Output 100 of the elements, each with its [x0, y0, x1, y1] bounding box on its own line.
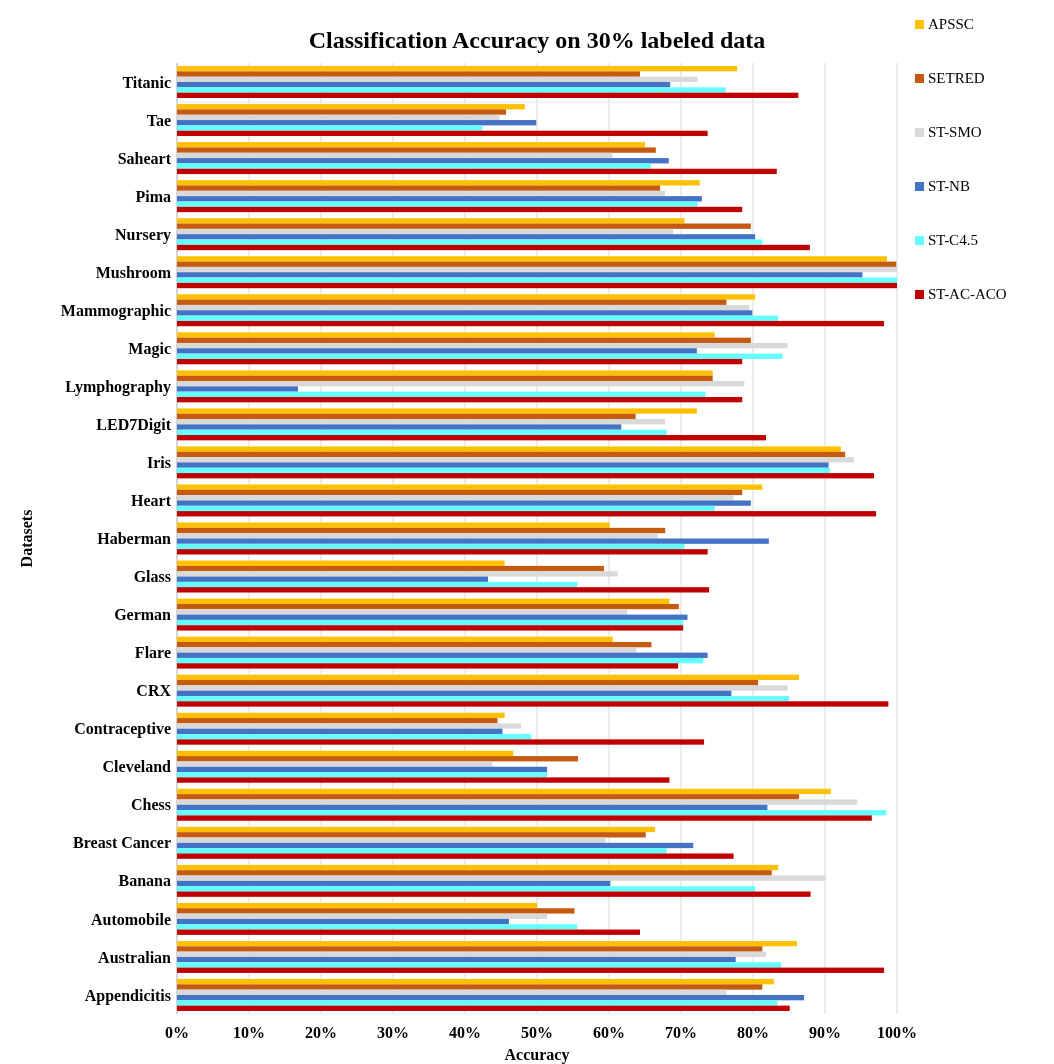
y-tick-label: Magic	[128, 339, 171, 358]
bar	[177, 495, 734, 501]
x-tick-label: 70%	[665, 1024, 697, 1041]
bar	[177, 467, 831, 474]
bar	[177, 842, 694, 849]
bar	[177, 168, 777, 175]
bar	[177, 641, 652, 648]
bar	[177, 114, 500, 121]
bar	[177, 457, 854, 463]
bar	[177, 581, 578, 588]
bar	[177, 766, 548, 773]
x-tick-label: 100%	[877, 1024, 917, 1041]
bar	[177, 473, 874, 479]
bar	[177, 125, 483, 131]
bar	[177, 358, 743, 365]
bar	[177, 690, 732, 696]
x-tick-label: 0%	[165, 1024, 189, 1041]
legend-label: ST-AC-ACO	[928, 286, 1007, 302]
y-tick-label: Banana	[118, 872, 171, 890]
x-tick-label: 80%	[737, 1024, 769, 1041]
bar	[177, 864, 779, 871]
bar	[177, 71, 640, 77]
x-tick-label: 30%	[377, 1024, 409, 1041]
bar	[177, 228, 674, 235]
bar	[177, 408, 697, 414]
legend-label: APSSC	[928, 16, 974, 32]
bar	[177, 163, 651, 169]
y-tick-label: Heart	[131, 492, 172, 510]
y-tick-label: German	[114, 606, 172, 624]
bar	[177, 500, 751, 506]
y-tick-label: Australian	[98, 948, 172, 966]
bar	[177, 886, 756, 892]
bar	[177, 739, 705, 745]
bar	[177, 82, 671, 88]
bar	[177, 206, 743, 213]
bar	[177, 603, 679, 610]
bar	[177, 815, 872, 821]
y-tick-label: Breast Cancer	[73, 834, 171, 852]
bar	[177, 598, 670, 604]
bar	[177, 223, 751, 229]
bar	[177, 609, 627, 615]
x-tick-label: 50%	[521, 1024, 553, 1041]
bar	[177, 256, 887, 262]
bar	[177, 196, 702, 202]
bar	[177, 543, 685, 550]
bar	[177, 734, 532, 740]
bar	[177, 429, 667, 436]
bar	[177, 636, 613, 642]
bar	[177, 386, 298, 392]
y-tick-label: Pima	[135, 187, 171, 205]
legend-label: SETRED	[928, 70, 985, 86]
bar	[177, 891, 811, 897]
y-axis-title: Datasets	[18, 509, 35, 568]
bar	[177, 614, 688, 620]
x-tick-label: 60%	[593, 1024, 625, 1041]
bar	[177, 989, 727, 995]
bar	[177, 560, 505, 566]
bar	[177, 837, 606, 843]
bar	[177, 619, 684, 626]
bar	[177, 940, 797, 947]
x-tick-label: 40%	[449, 1024, 481, 1041]
bar	[177, 310, 753, 316]
legend-label: ST-SMO	[928, 124, 982, 140]
bar	[177, 234, 756, 240]
bar	[177, 565, 604, 572]
bar	[177, 723, 522, 729]
y-tick-label: Lymphography	[65, 377, 171, 396]
bar	[177, 282, 897, 289]
bar	[177, 701, 889, 707]
x-tick-label: 90%	[809, 1024, 841, 1041]
bar	[177, 576, 489, 582]
y-tick-label: Mushroom	[95, 263, 172, 281]
bar	[177, 750, 514, 757]
y-tick-label: Tae	[146, 111, 171, 129]
legend-label: ST-NB	[928, 178, 970, 194]
bar	[177, 984, 763, 990]
bar	[177, 147, 656, 153]
bar	[177, 652, 708, 658]
bar	[177, 587, 710, 593]
bar	[177, 142, 645, 148]
bar	[177, 424, 622, 430]
bar	[177, 244, 810, 251]
bar	[177, 511, 877, 517]
chart-title: Classification Accuracy on 30% labeled data	[308, 27, 766, 53]
bar	[177, 332, 715, 338]
bar	[177, 348, 697, 354]
bar	[177, 353, 783, 359]
bar	[177, 946, 763, 952]
bar	[177, 130, 708, 137]
y-tick-label: Cleveland	[102, 758, 172, 776]
bar	[177, 549, 708, 555]
bar	[177, 109, 507, 115]
bar	[177, 190, 666, 197]
bar	[177, 505, 715, 512]
bar	[177, 218, 685, 224]
x-tick-label: 10%	[233, 1024, 265, 1041]
bar	[177, 272, 863, 278]
bar	[177, 391, 706, 397]
x-tick-label: 20%	[305, 1024, 337, 1041]
bar	[177, 396, 743, 403]
